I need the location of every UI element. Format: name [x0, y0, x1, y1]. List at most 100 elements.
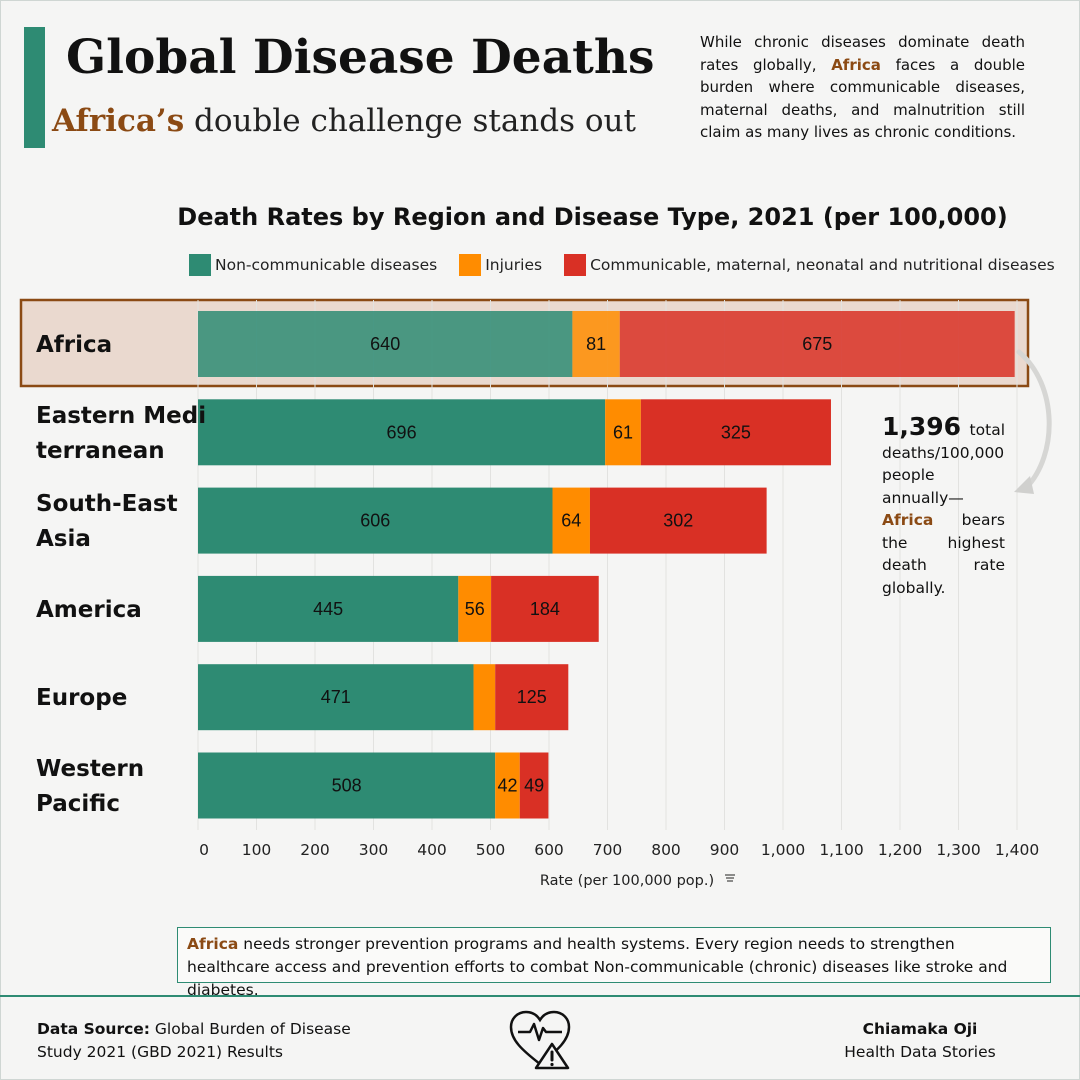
source-label: Data Source: — [37, 1020, 150, 1038]
bar-2-series-1 — [552, 487, 590, 554]
bar-0-series-2 — [619, 311, 1015, 377]
author-block: Chiamaka Oji Health Data Stories — [820, 1018, 1020, 1064]
bar-0-series-0 — [198, 311, 573, 377]
callout-arrow-curve — [1016, 349, 1052, 491]
category-label-2-line-0: South-East — [36, 491, 178, 517]
bar-4-series-1 — [473, 664, 496, 731]
category-label-1-line-0: Eastern Medi — [36, 403, 206, 429]
bar-label-4-series-2: 125 — [517, 687, 547, 707]
category-label-1-line-1: terranean — [36, 438, 165, 464]
data-source: Data Source: Global Burden of Disease St… — [37, 1018, 351, 1064]
author-brand: Health Data Stories — [844, 1043, 996, 1061]
bar-label-5-series-2: 49 — [524, 776, 544, 796]
recommendation-note: Africa needs stronger prevention program… — [177, 927, 1051, 999]
callout-text-1: total deaths/100,000 people annually— — [882, 421, 1005, 507]
category-label-4-line-0: Europe — [36, 685, 127, 711]
chart-title: Death Rates by Region and Disease Type, … — [177, 203, 1008, 231]
note-highlight: Africa — [187, 935, 239, 953]
callout-highlight: Africa — [882, 511, 934, 529]
category-label-5-line-0: Western — [36, 756, 144, 782]
bar-4-series-0 — [198, 664, 474, 731]
bar-2-series-2 — [589, 487, 767, 554]
bar-2-series-0 — [198, 487, 553, 554]
x-tick-label-600: 600 — [534, 841, 564, 859]
bar-label-3-series-1: 56 — [465, 599, 485, 619]
bar-label-0-series-0: 640 — [370, 334, 400, 354]
bar-4-series-2 — [495, 664, 569, 731]
x-tick-label-1400: 1,400 — [995, 841, 1039, 859]
intro-text: While chronic diseases dominate death ra… — [700, 31, 1025, 144]
bar-3-series-0 — [198, 575, 459, 642]
x-tick-label-300: 300 — [359, 841, 389, 859]
bar-label-5-series-0: 508 — [332, 776, 362, 796]
page-subtitle: Africa’s double challenge stands out — [52, 103, 636, 139]
callout-number: 1,396 — [882, 412, 962, 441]
page-title: Global Disease Deaths — [66, 30, 655, 85]
category-label-3-line-0: America — [36, 597, 142, 623]
bar-label-3-series-2: 184 — [530, 599, 560, 619]
source-text-2: Study 2021 (GBD 2021) Results — [37, 1043, 283, 1061]
bar-label-2-series-0: 606 — [360, 511, 390, 531]
intro-part-1: While chronic diseases dominate death ra… — [700, 33, 1025, 74]
bar-0-series-1 — [572, 311, 620, 377]
bar-3-series-1 — [458, 575, 492, 642]
category-label-5-line-1: Pacific — [36, 791, 120, 817]
x-tick-label-200: 200 — [300, 841, 330, 859]
legend-label-communicable: Communicable, maternal, neonatal and nut… — [590, 256, 1055, 274]
x-tick-label-100: 100 — [242, 841, 272, 859]
intro-part-2: faces a double burden where communicable… — [700, 55, 1025, 142]
bar-5-series-1 — [495, 752, 520, 819]
bar-label-4-series-0: 471 — [321, 687, 351, 707]
bar-label-0-series-2: 675 — [802, 334, 832, 354]
callout-arrow-head — [1014, 476, 1034, 494]
bar-5-series-2 — [519, 752, 549, 819]
source-text-1: Global Burden of Disease — [149, 1020, 351, 1038]
subtitle-rest: double challenge stands out — [184, 103, 636, 139]
bar-label-2-series-2: 302 — [663, 511, 693, 531]
x-tick-label-0: 0 — [199, 841, 209, 859]
legend-swatch-ncd — [189, 254, 211, 276]
legend-label-injuries: Injuries — [485, 256, 543, 274]
x-tick-label-700: 700 — [593, 841, 623, 859]
x-tick-label-1200: 1,200 — [878, 841, 922, 859]
bar-label-1-series-1: 61 — [613, 422, 633, 442]
note-text: needs stronger prevention programs and h… — [187, 935, 1008, 999]
category-label-2-line-1: Asia — [36, 526, 91, 552]
subtitle-highlight: Africa’s — [52, 103, 185, 139]
bar-1-series-2 — [640, 399, 831, 466]
x-tick-label-900: 900 — [710, 841, 740, 859]
legend-item-ncd: Non-communicable diseases — [189, 254, 437, 276]
intro-highlight: Africa — [831, 55, 881, 74]
bar-1-series-1 — [605, 399, 641, 466]
legend-swatch-communicable — [564, 254, 587, 276]
legend-swatch-injuries — [459, 254, 482, 276]
heart-warning-icon — [509, 1010, 571, 1070]
bar-1-series-0 — [198, 399, 606, 466]
category-label-0-line-0: Africa — [36, 332, 112, 358]
x-tick-label-1000: 1,000 — [761, 841, 805, 859]
bar-label-1-series-0: 696 — [387, 422, 417, 442]
callout-text-2: bears the highest death rate globally. — [882, 511, 1005, 597]
bar-label-2-series-1: 64 — [561, 511, 581, 531]
bar-label-0-series-1: 81 — [586, 334, 606, 354]
title-accent-bar — [24, 27, 45, 148]
footer-divider — [0, 995, 1080, 997]
x-tick-label-800: 800 — [651, 841, 681, 859]
author-name: Chiamaka Oji — [862, 1020, 978, 1038]
x-tick-label-400: 400 — [417, 841, 447, 859]
bar-label-5-series-1: 42 — [497, 776, 517, 796]
legend-item-injuries: Injuries — [459, 254, 542, 276]
bar-5-series-0 — [198, 752, 496, 819]
x-tick-label-1100: 1,100 — [819, 841, 863, 859]
x-tick-label-500: 500 — [476, 841, 506, 859]
bar-label-3-series-0: 445 — [313, 599, 343, 619]
callout-text: 1,396 total deaths/100,000 people annual… — [882, 414, 1005, 599]
legend-item-communicable: Communicable, maternal, neonatal and nut… — [564, 254, 1055, 276]
x-axis-label: Rate (per 100,000 pop.) — [540, 873, 714, 889]
chart-legend: Non-communicable diseases Injuries Commu… — [189, 254, 1077, 276]
bar-3-series-2 — [491, 575, 599, 642]
bar-label-1-series-2: 325 — [721, 422, 751, 442]
legend-label-ncd: Non-communicable diseases — [215, 256, 438, 274]
x-tick-label-1300: 1,300 — [936, 841, 980, 859]
